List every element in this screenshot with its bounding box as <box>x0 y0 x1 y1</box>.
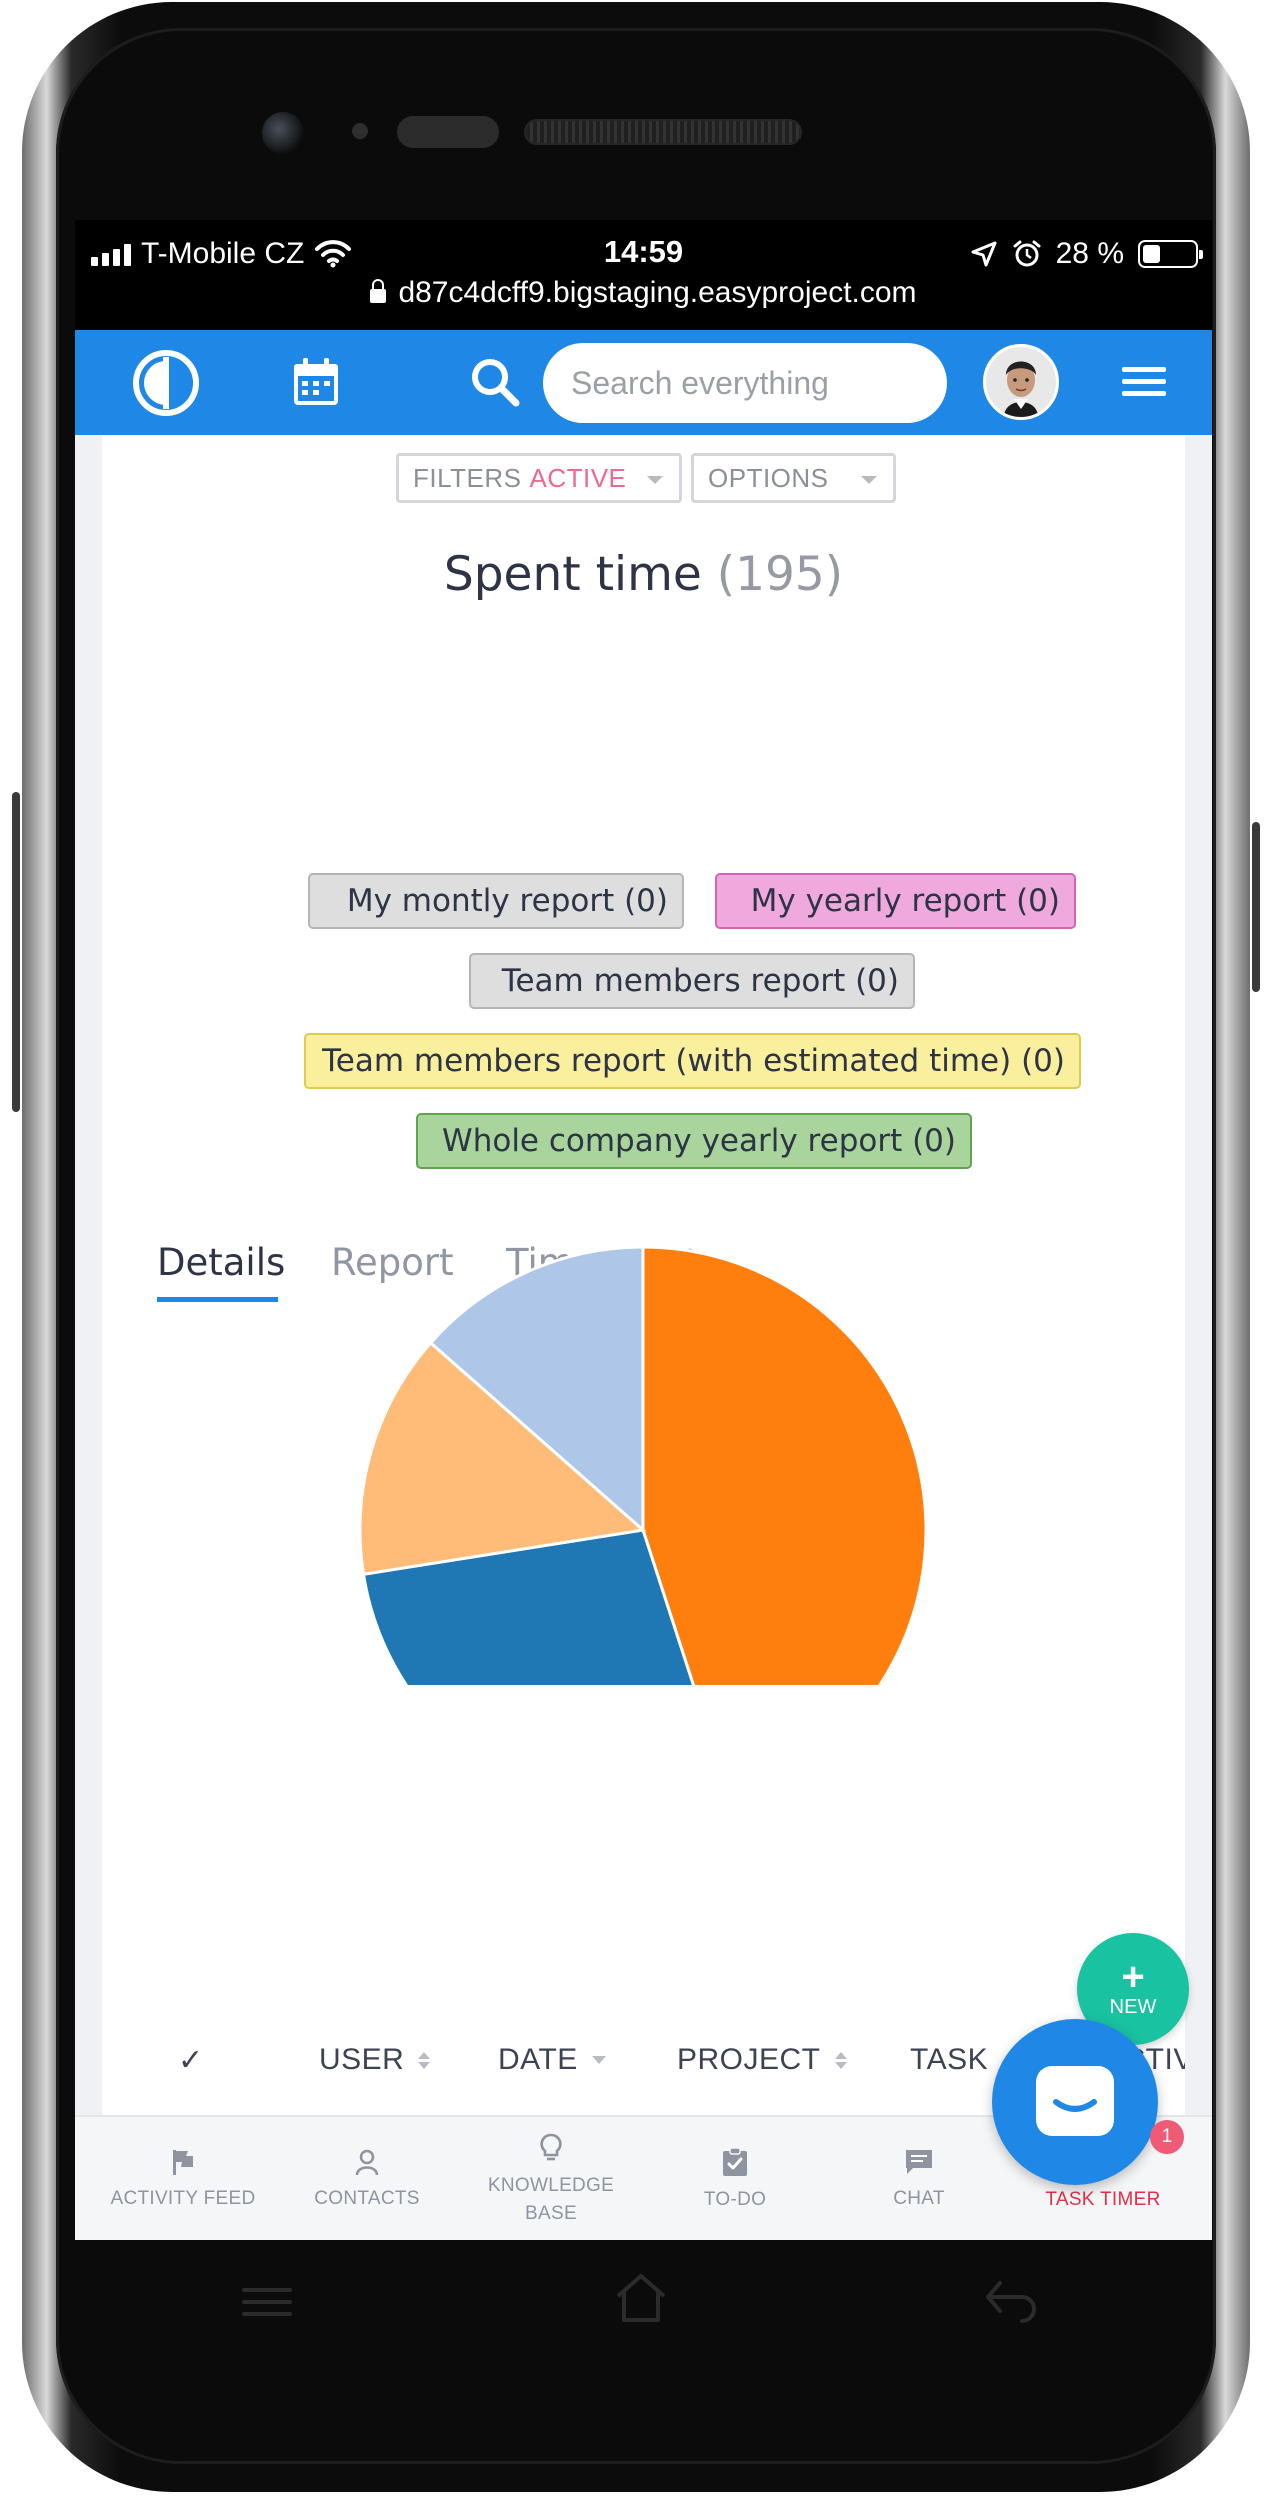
column-task[interactable]: TASK <box>910 2043 989 2076</box>
page-title-count: (195) <box>716 547 844 602</box>
saved-query-label: Whole company yearly report (0) <box>442 1123 956 1159</box>
nav-label: ACTIVITY FEED <box>110 2187 256 2209</box>
pie-slice-2[interactable] <box>358 1340 647 1576</box>
front-camera-icon <box>262 112 304 154</box>
filters-dropdown[interactable]: FILTERS ACTIVE <box>396 453 682 503</box>
options-dropdown[interactable]: OPTIONS <box>691 453 896 503</box>
saved-query-label: My montly report (0) <box>346 883 668 919</box>
logo-icon[interactable] <box>130 347 202 419</box>
saved-query-pill[interactable]: Team members report (with estimated time… <box>304 1033 1081 1089</box>
chevron-down-icon <box>861 476 877 484</box>
saved-query-pill[interactable]: My montly report (0) <box>308 873 684 929</box>
plus-icon: + <box>1121 1954 1145 1999</box>
saved-query-label: Team members report (0) <box>501 963 899 999</box>
url-bar[interactable]: d87c4dcff9.bigstaging.easyproject.com <box>75 276 1212 310</box>
phone-side-button <box>12 792 20 1112</box>
pie-chart <box>358 1245 928 1685</box>
signal-icon <box>91 242 131 266</box>
lock-icon <box>370 279 387 303</box>
page-title: Spent time (195) <box>102 547 1185 602</box>
chat-widget-icon <box>1036 2066 1114 2136</box>
active-tab-indicator <box>157 1297 278 1302</box>
options-label: OPTIONS <box>708 462 829 493</box>
saved-query-label: My yearly report (0) <box>750 883 1060 919</box>
saved-query-pill[interactable]: Team members report (0) <box>469 953 915 1009</box>
pie-slice-1[interactable] <box>361 1528 730 1685</box>
saved-query-pill[interactable]: Whole company yearly report (0) <box>416 1113 972 1169</box>
column-select-all[interactable]: ✓ <box>178 2044 204 2077</box>
sensor-icon <box>352 123 368 139</box>
sensor-icon <box>397 116 499 148</box>
wifi-icon <box>315 240 352 268</box>
status-time: 14:59 <box>603 234 684 269</box>
battery-percent: 28 % <box>1055 237 1124 270</box>
flag-icon <box>173 2149 193 2175</box>
location-arrow-icon <box>971 241 997 267</box>
status-bar: T-Mobile CZ 14:59 28 % d87c4dcff9.bi <box>75 220 1212 330</box>
filters-state: ACTIVE <box>529 462 627 493</box>
nav-label: CONTACTS <box>314 2187 420 2209</box>
sort-icon <box>418 2051 431 2069</box>
column-date-label: DATE <box>498 2043 578 2076</box>
sort-icon <box>834 2051 847 2069</box>
pie-slice-0[interactable] <box>641 1245 928 1685</box>
column-date[interactable]: DATE <box>498 2043 606 2077</box>
column-user[interactable]: USER <box>319 2043 431 2077</box>
table-header: ✓ USER DATE PROJECT TASK ACTIV <box>102 2033 1185 2093</box>
nav-activity-feed[interactable]: ACTIVITY FEED <box>91 2117 275 2240</box>
column-project-label: PROJECT <box>677 2043 821 2076</box>
sort-desc-icon <box>591 2056 606 2064</box>
hamburger-menu-icon[interactable] <box>1118 360 1170 404</box>
pie-slice-3[interactable] <box>428 1245 645 1534</box>
nav-label: TO-DO <box>703 2188 767 2210</box>
clipboard-check-icon <box>723 2146 747 2176</box>
tab-details[interactable]: Details <box>157 1241 286 1284</box>
nav-chat[interactable]: CHAT <box>827 2117 1011 2240</box>
filters-label: FILTERS <box>413 462 522 493</box>
tab-report[interactable]: Report <box>331 1241 454 1284</box>
alarm-icon <box>1013 240 1041 267</box>
status-right: 28 % <box>970 234 1203 274</box>
notification-badge: 1 <box>1150 2120 1184 2154</box>
nav-label: CHAT <box>893 2187 945 2209</box>
avatar[interactable] <box>983 344 1059 420</box>
column-user-label: USER <box>319 2043 405 2076</box>
nav-label: TASK TIMER <box>1045 2188 1161 2210</box>
carrier-label: T-Mobile CZ <box>141 237 305 270</box>
search-input[interactable] <box>543 343 947 423</box>
status-left: T-Mobile CZ <box>91 234 352 274</box>
phone-side-button <box>1252 822 1260 992</box>
battery-icon <box>1138 240 1203 268</box>
saved-query-pill[interactable]: My yearly report (0) <box>715 873 1076 929</box>
chat-launcher-button[interactable] <box>992 2019 1158 2185</box>
nav-contacts[interactable]: CONTACTS <box>275 2117 459 2240</box>
spent-time-page: FILTERS ACTIVE OPTIONS Spent time (195) … <box>102 435 1185 2115</box>
person-icon <box>355 2149 379 2176</box>
lightbulb-icon <box>540 2133 562 2161</box>
page-title-text: Spent time <box>443 547 702 602</box>
url-text: d87c4dcff9.bigstaging.easyproject.com <box>398 276 917 309</box>
calendar-icon[interactable] <box>288 354 344 410</box>
new-entry-label: NEW <box>1109 1995 1157 2018</box>
nav-knowledge-base[interactable]: KNOWLEDGE BASE <box>459 2117 643 2240</box>
search-icon[interactable] <box>467 354 523 410</box>
nav-todo[interactable]: TO-DO <box>643 2117 827 2240</box>
recent-apps-icon[interactable] <box>240 2282 294 2322</box>
nav-label: KNOWLEDGE BASE <box>487 2174 615 2224</box>
screen: T-Mobile CZ 14:59 28 % d87c4dcff9.bi <box>75 220 1212 2240</box>
saved-query-label: Team members report (with estimated time… <box>322 1043 1065 1079</box>
home-icon[interactable] <box>612 2270 670 2326</box>
column-project[interactable]: PROJECT <box>677 2043 847 2077</box>
chevron-down-icon <box>647 476 663 484</box>
back-icon[interactable] <box>982 2277 1040 2323</box>
app-header <box>75 330 1212 435</box>
earpiece-speaker <box>524 119 802 145</box>
chat-bubble-icon <box>906 2149 932 2174</box>
